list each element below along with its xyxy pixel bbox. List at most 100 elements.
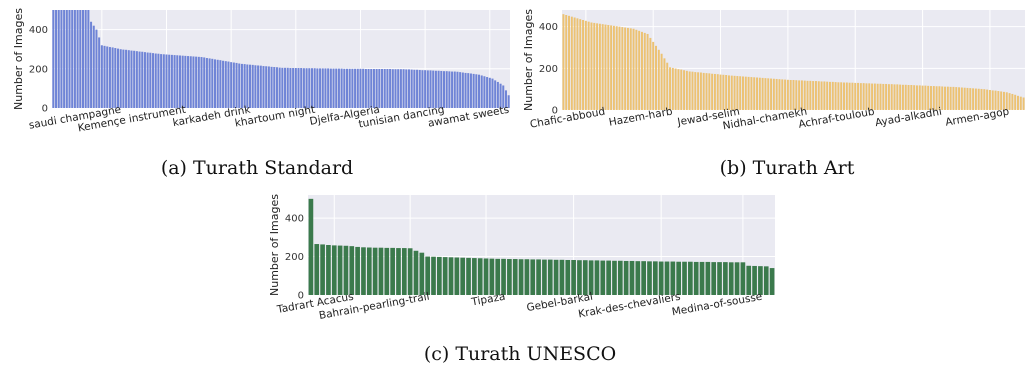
y-axis-label: Number of Images — [12, 8, 25, 110]
bar — [331, 245, 337, 295]
bar — [308, 68, 311, 108]
y-tick-label: 200 — [285, 252, 304, 263]
bar — [491, 78, 494, 108]
bar — [699, 72, 702, 110]
bar — [138, 51, 141, 108]
bar — [680, 69, 683, 110]
bar — [736, 76, 739, 110]
bar — [570, 16, 573, 111]
bar — [831, 81, 834, 110]
bar — [638, 30, 641, 110]
bar — [278, 67, 281, 108]
bar — [854, 82, 857, 110]
bar — [868, 83, 871, 110]
bar — [362, 68, 365, 108]
bar — [275, 67, 278, 108]
bar — [952, 86, 955, 110]
bar — [986, 89, 989, 110]
bar — [763, 266, 769, 295]
bar — [95, 29, 98, 109]
bar — [588, 260, 594, 295]
bar — [834, 82, 837, 110]
bar — [559, 259, 565, 295]
bar — [1014, 94, 1017, 110]
bar — [68, 10, 71, 108]
bar — [746, 265, 752, 295]
bar — [378, 68, 381, 108]
bar — [988, 90, 991, 110]
bar — [753, 77, 756, 110]
bar — [994, 90, 997, 110]
bar — [125, 49, 128, 108]
bar — [806, 80, 809, 110]
bar — [669, 67, 672, 110]
bar — [319, 68, 322, 108]
bar — [960, 87, 963, 110]
bar — [851, 82, 854, 110]
bar — [845, 82, 848, 110]
bar — [76, 10, 79, 108]
bar — [426, 70, 429, 108]
bar — [305, 68, 308, 108]
bar — [1022, 97, 1025, 110]
bar — [300, 68, 303, 108]
bar — [646, 33, 649, 111]
bar — [674, 68, 677, 110]
bar — [103, 45, 106, 108]
bar — [778, 79, 781, 110]
bar — [694, 72, 697, 110]
bar — [904, 84, 907, 110]
bar — [434, 70, 437, 108]
bar — [524, 259, 530, 295]
bar — [974, 88, 977, 110]
bar — [660, 53, 663, 110]
bar — [629, 28, 632, 110]
bar — [343, 245, 349, 295]
bar — [332, 68, 335, 108]
bar — [100, 45, 103, 108]
bar — [407, 248, 413, 295]
bar — [81, 10, 84, 108]
bar — [259, 65, 262, 108]
bar — [725, 75, 728, 110]
bar — [316, 68, 319, 108]
bar — [370, 68, 373, 108]
bar — [203, 57, 206, 108]
bar — [910, 85, 913, 110]
bar — [87, 10, 90, 108]
bar — [600, 260, 606, 295]
bar — [742, 76, 744, 110]
bar — [582, 20, 585, 110]
bar — [582, 260, 588, 295]
bar — [758, 77, 761, 110]
bar — [966, 87, 969, 110]
bar — [486, 77, 489, 108]
bar — [944, 86, 947, 110]
y-tick-label: 200 — [29, 64, 48, 75]
bar — [314, 244, 320, 295]
bar — [71, 10, 74, 108]
bar — [57, 10, 60, 108]
bar — [461, 72, 464, 108]
bar — [281, 67, 284, 108]
bar — [955, 87, 958, 110]
bar — [1019, 96, 1022, 110]
bar — [826, 81, 829, 110]
bar — [52, 10, 55, 108]
bar — [913, 85, 916, 110]
bar — [372, 68, 375, 108]
bar — [739, 76, 742, 110]
bar — [938, 86, 941, 110]
bar — [254, 65, 257, 108]
bar — [456, 71, 459, 108]
bar — [604, 24, 607, 110]
bar — [459, 72, 462, 108]
bar — [507, 259, 512, 295]
bar — [442, 257, 448, 295]
chart-panel-standard: 0 200 400 saudi champagne Kemençe instrument… — [0, 0, 515, 150]
bar — [907, 85, 910, 110]
bar — [445, 71, 448, 108]
bar — [219, 60, 222, 108]
bar — [670, 261, 676, 295]
bar — [587, 21, 590, 111]
